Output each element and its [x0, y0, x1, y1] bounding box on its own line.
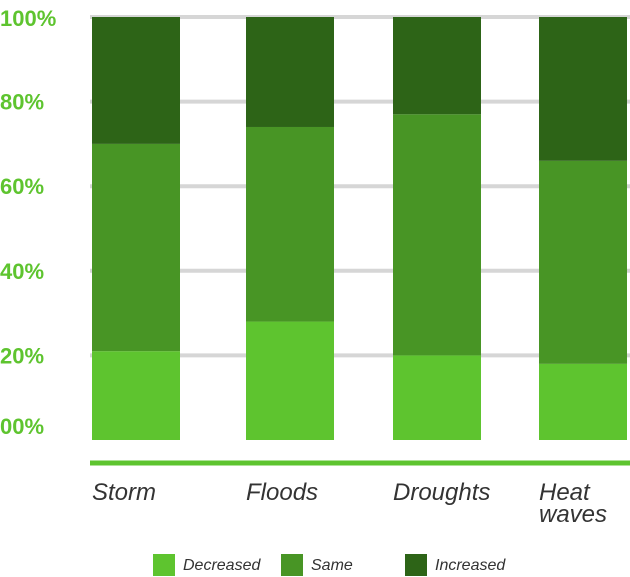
legend-swatch-increased [405, 554, 427, 576]
legend-label-decreased: Decreased [183, 557, 261, 574]
bar-segment-increased [393, 17, 481, 115]
y-tick-label: 100% [0, 6, 56, 31]
bar-segment-same [393, 114, 481, 356]
bar-segment-decreased [539, 363, 627, 440]
bar-segment-decreased [393, 355, 481, 440]
y-tick-label: 40% [0, 259, 44, 284]
bars [92, 17, 627, 440]
bar-segment-decreased [92, 351, 180, 440]
y-axis-tick-labels: 00% 20% 40% 60% 80% 100% [0, 6, 56, 439]
y-tick-label: 00% [0, 414, 44, 439]
y-tick-label: 60% [0, 174, 44, 199]
legend-swatch-decreased [153, 554, 175, 576]
bar-segment-same [539, 160, 627, 364]
y-tick-label: 80% [0, 90, 44, 115]
legend: Decreased Same Increased [153, 554, 506, 576]
x-tick-label: Floods [246, 479, 318, 506]
legend-label-same: Same [311, 557, 353, 574]
legend-label-increased: Increased [435, 557, 506, 574]
x-tick-label: Droughts [393, 479, 490, 506]
bar-segment-same [92, 143, 180, 352]
x-tick-label: Heat waves [539, 479, 607, 528]
x-tick-label: Storm [92, 479, 156, 506]
bar-segment-increased [246, 17, 334, 127]
bar-segment-decreased [246, 321, 334, 440]
x-axis-category-labels: Storm Floods Droughts Heat waves [92, 479, 607, 528]
bar-segment-increased [539, 17, 627, 161]
bar-segment-same [246, 126, 334, 322]
bar-segment-increased [92, 17, 180, 144]
legend-swatch-same [281, 554, 303, 576]
y-tick-label: 20% [0, 343, 44, 368]
